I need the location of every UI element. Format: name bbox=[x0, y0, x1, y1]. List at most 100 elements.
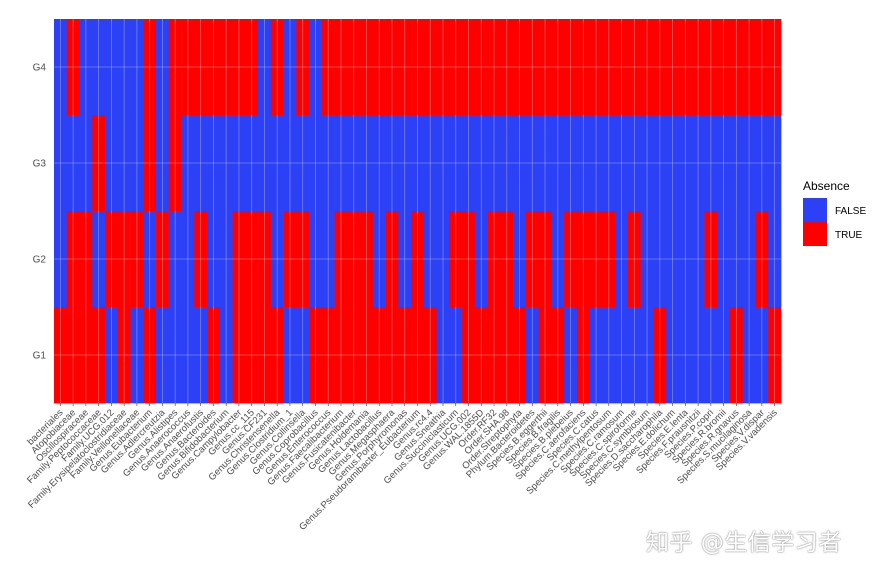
heatmap-cell bbox=[462, 19, 476, 116]
heatmap-cell bbox=[296, 115, 310, 212]
legend-label-true: TRUE bbox=[835, 230, 863, 241]
heatmap-cell bbox=[449, 115, 463, 212]
heatmap-cell bbox=[168, 115, 182, 212]
heatmap-cell bbox=[79, 211, 93, 308]
heatmap-cell bbox=[321, 211, 335, 308]
heatmap-cell bbox=[181, 19, 195, 116]
heatmap-cell bbox=[194, 211, 208, 308]
heatmap-cell bbox=[296, 211, 310, 308]
heatmap-cell bbox=[245, 211, 259, 308]
heatmap-cell bbox=[525, 211, 540, 308]
heatmap-cell bbox=[117, 307, 131, 404]
heatmap-cell bbox=[768, 307, 782, 404]
heatmap-cell bbox=[691, 115, 705, 212]
heatmap-cell bbox=[143, 115, 157, 212]
heatmap-cell bbox=[207, 211, 221, 308]
heatmap-cell bbox=[525, 307, 540, 404]
heatmap-cell bbox=[105, 19, 119, 116]
heatmap-cell bbox=[283, 211, 297, 308]
heatmap-cell bbox=[270, 211, 284, 308]
heatmap-cell bbox=[130, 115, 144, 212]
heatmap-cell bbox=[207, 115, 221, 212]
y-tick-label: G4 bbox=[33, 63, 47, 74]
heatmap-cell bbox=[411, 307, 425, 404]
heatmap-cell bbox=[729, 115, 744, 212]
heatmap-cell bbox=[742, 307, 756, 404]
heatmap-cell bbox=[691, 19, 705, 116]
heatmap-cell bbox=[92, 115, 106, 212]
legend: Absence FALSE TRUE bbox=[803, 179, 866, 246]
heatmap-cell bbox=[538, 211, 552, 308]
heatmap-cell bbox=[372, 211, 386, 308]
heatmap-cell bbox=[615, 307, 629, 404]
heatmap-cell bbox=[551, 211, 565, 308]
heatmap-cell bbox=[653, 19, 667, 116]
y-tick-label: G2 bbox=[33, 255, 47, 266]
heatmap-cell bbox=[755, 307, 769, 404]
heatmap-cell bbox=[360, 211, 374, 308]
heatmap-cell bbox=[334, 211, 348, 308]
heatmap-cell bbox=[105, 307, 119, 404]
watermark-text: 知乎 @生信学习者 bbox=[646, 530, 842, 556]
y-tick-label: G3 bbox=[33, 159, 47, 170]
heatmap-cell bbox=[423, 211, 437, 308]
heatmap-cell bbox=[525, 115, 540, 212]
heatmap-cell bbox=[513, 211, 527, 308]
heatmap-cell bbox=[360, 19, 374, 116]
heatmap-cell bbox=[666, 307, 680, 404]
heatmap-cell bbox=[143, 19, 157, 116]
heatmap-cell bbox=[678, 211, 693, 308]
heatmap-cell bbox=[627, 19, 642, 116]
heatmap-cell bbox=[309, 307, 323, 404]
heatmap-cell bbox=[347, 115, 361, 212]
heatmap-cell bbox=[194, 19, 208, 116]
heatmap-cell bbox=[372, 19, 386, 116]
heatmap-cell bbox=[398, 211, 412, 308]
heatmap-cell bbox=[704, 307, 718, 404]
heatmap-cell bbox=[143, 307, 157, 404]
heatmap-cell bbox=[398, 19, 412, 116]
heatmap-cell bbox=[729, 307, 744, 404]
heatmap-cell bbox=[270, 19, 284, 116]
heatmap-cell bbox=[742, 211, 756, 308]
heatmap-cell bbox=[117, 115, 131, 212]
heatmap-cell bbox=[538, 307, 552, 404]
heatmap-cell bbox=[283, 115, 297, 212]
heatmap-cell bbox=[602, 115, 616, 212]
heatmap-cell bbox=[411, 19, 425, 116]
heatmap-cell bbox=[462, 307, 476, 404]
heatmap-cell bbox=[653, 307, 667, 404]
heatmap-cell bbox=[602, 19, 616, 116]
heatmap-cell bbox=[372, 115, 386, 212]
heatmap-cell bbox=[181, 307, 195, 404]
heatmap-cell bbox=[296, 19, 310, 116]
heatmap-cell bbox=[666, 211, 680, 308]
heatmap-cell bbox=[245, 115, 259, 212]
heatmap-cell bbox=[627, 307, 642, 404]
heatmap-cell bbox=[576, 211, 591, 308]
heatmap-cell bbox=[640, 307, 654, 404]
heatmap-cell bbox=[423, 307, 437, 404]
heatmap-cell bbox=[653, 211, 667, 308]
heatmap-cell bbox=[54, 115, 68, 212]
legend-label-false: FALSE bbox=[835, 206, 866, 217]
heatmap-cell bbox=[768, 115, 782, 212]
heatmap-cell bbox=[296, 307, 310, 404]
heatmap-cell bbox=[768, 211, 782, 308]
heatmap-cell bbox=[653, 115, 667, 212]
heatmap-cell bbox=[283, 307, 297, 404]
legend-swatch-true bbox=[803, 222, 827, 246]
heatmap-cell bbox=[513, 115, 527, 212]
heatmap-cell bbox=[385, 19, 399, 116]
heatmap-cell bbox=[347, 211, 361, 308]
grid-lines bbox=[54, 19, 781, 403]
heatmap-cell bbox=[525, 19, 540, 116]
heatmap-cell bbox=[717, 115, 731, 212]
heatmap-cell bbox=[666, 115, 680, 212]
heatmap-cell bbox=[564, 307, 578, 404]
heatmap-cell bbox=[360, 115, 374, 212]
heatmap-cell bbox=[66, 307, 80, 404]
heatmap-cell bbox=[156, 115, 170, 212]
heatmap-cell bbox=[602, 211, 616, 308]
